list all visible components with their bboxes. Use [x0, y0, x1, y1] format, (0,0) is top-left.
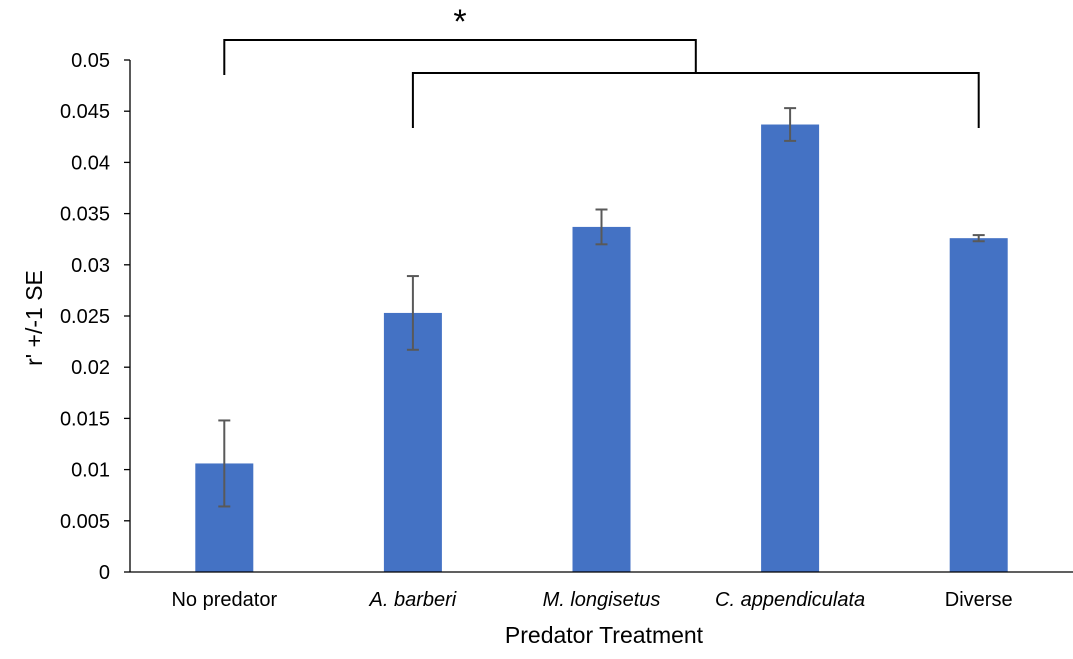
bar: [383, 312, 442, 572]
x-tick-label: M. longisetus: [543, 589, 661, 611]
x-tick-label: Diverse: [945, 589, 1013, 611]
x-tick-label: A. barberi: [369, 589, 457, 611]
y-tick-label: 0.02: [71, 357, 110, 379]
y-tick-label: 0.045: [60, 101, 110, 123]
significance-annotation: *: [223, 3, 980, 128]
error-bars: [218, 107, 985, 508]
y-tick-label: 0.03: [71, 255, 110, 277]
significance-star: *: [453, 3, 466, 41]
y-tick-label: 0.01: [71, 460, 110, 482]
bar: [949, 238, 1008, 572]
group-bracket: [411, 72, 980, 128]
x-tick-label: No predator: [171, 589, 277, 611]
y-tick-label: 0.04: [71, 152, 110, 174]
y-tick-label: 0.025: [60, 306, 110, 328]
x-axis: No predator A. barberi M. longisetus C. app…: [130, 571, 1073, 611]
x-axis-title: Predator Treatment: [505, 622, 704, 648]
bar: [572, 226, 631, 573]
y-tick-label: 0.035: [60, 204, 110, 226]
y-axis-title: r' +/-1 SE: [21, 270, 47, 366]
bars: [195, 124, 1008, 573]
comparison-bracket: [223, 39, 697, 75]
x-tick-label: C. appendiculata: [715, 589, 865, 611]
y-tick-label: 0.05: [71, 50, 110, 72]
y-tick-label: 0.005: [60, 511, 110, 533]
y-tick-label: 0.015: [60, 408, 110, 430]
y-axis: 0 0.005 0.01 0.015 0.02 0.025 0.03 0.035 0.04 0.0…: [60, 50, 131, 584]
y-tick-label: 0: [99, 562, 110, 584]
bar: [761, 124, 820, 573]
